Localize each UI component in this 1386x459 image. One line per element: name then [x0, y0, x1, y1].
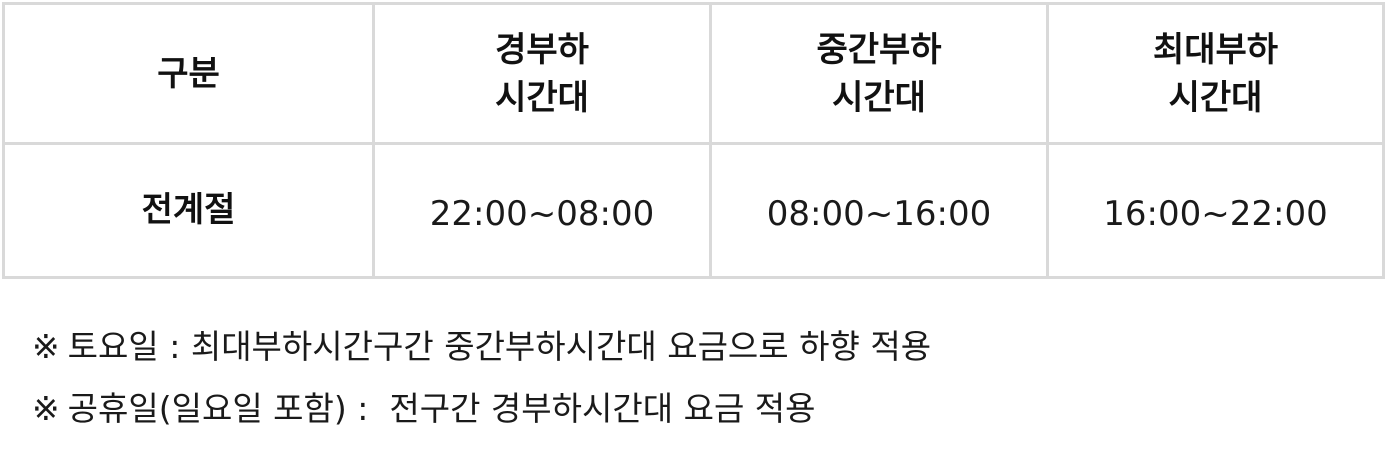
header-peak-line1: 최대부하: [1152, 29, 1279, 70]
reference-mark-icon: ※: [32, 327, 60, 366]
header-category: 구분: [2, 2, 375, 145]
note-saturday-text: 토요일 : 최대부하시간구간 중간부하시간대 요금으로 하향 적용: [67, 327, 932, 366]
header-peak-line2: 시간대: [1168, 77, 1263, 118]
header-off-peak-line1: 경부하: [495, 29, 589, 70]
header-mid-peak-line2: 시간대: [832, 77, 926, 118]
mid-peak-time-cell: 08:00~16:00: [709, 142, 1049, 279]
season-cell: 전계절: [2, 142, 375, 279]
header-peak: 최대부하 시간대: [1046, 2, 1385, 145]
header-off-peak: 경부하 시간대: [372, 2, 712, 145]
table-header-row: 구분 경부하 시간대 중간부하 시간대 최대부하 시간대: [2, 2, 1385, 145]
header-category-label: 구분: [157, 53, 220, 94]
reference-mark-icon: ※: [32, 389, 60, 428]
off-peak-time-cell: 22:00~08:00: [372, 142, 712, 279]
header-off-peak-line2: 시간대: [495, 77, 589, 118]
header-mid-peak-line1: 중간부하: [816, 29, 942, 70]
note-saturday: ※ 토요일 : 최대부하시간구간 중간부하시간대 요금으로 하향 적용: [32, 316, 1372, 378]
note-holiday: ※ 공휴일(일요일 포함) : 전구간 경부하시간대 요금 적용: [32, 378, 1372, 440]
header-mid-peak: 중간부하 시간대: [709, 2, 1049, 145]
table-row: 전계절 22:00~08:00 08:00~16:00 16:00~22:00: [2, 142, 1385, 279]
note-holiday-text: 공휴일(일요일 포함) : 전구간 경부하시간대 요금 적용: [67, 389, 816, 428]
peak-time-cell: 16:00~22:00: [1046, 142, 1385, 279]
notes-section: ※ 토요일 : 최대부하시간구간 중간부하시간대 요금으로 하향 적용 ※ 공휴일(…: [32, 316, 1372, 440]
time-of-use-rate-table: 구분 경부하 시간대 중간부하 시간대 최대부하 시간대 전계절 22:00~0…: [2, 2, 1385, 279]
